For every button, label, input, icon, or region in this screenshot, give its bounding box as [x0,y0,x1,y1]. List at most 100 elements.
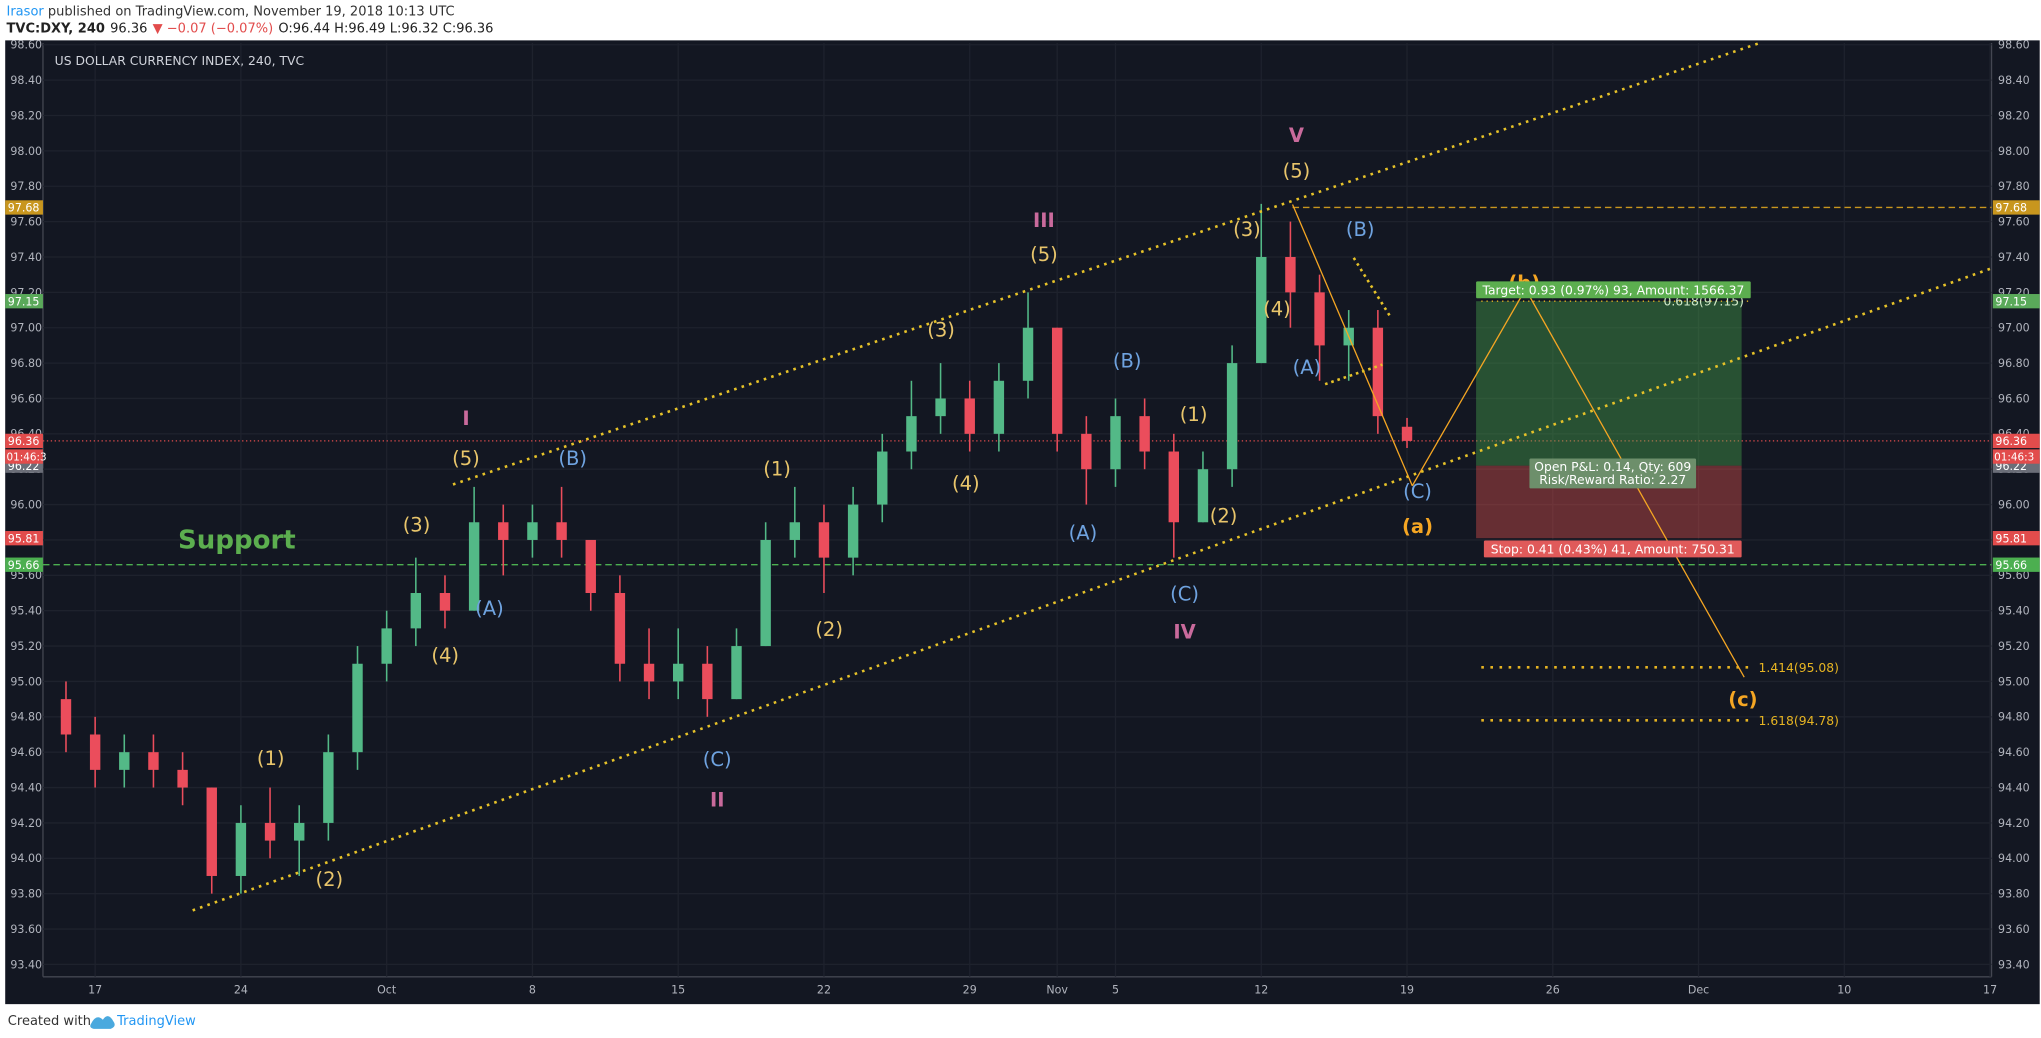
wave-label: (5) [452,447,480,470]
stop-label-box [1483,540,1742,558]
y-tick-label: 95.00 [1998,675,2030,688]
wave-label: (5) [1030,243,1058,266]
candle-body [643,663,655,682]
x-tick-label: 24 [234,984,248,997]
price-tag [1992,531,2040,546]
y-tick-label: 98.60 [10,39,42,52]
candle-body [323,752,334,823]
wave-label: (3) [927,318,955,341]
countdown-box [5,449,43,464]
wave-label: (c) [1728,688,1757,711]
candle-body [264,822,276,841]
candle-body [993,380,1005,434]
y-tick-label: 95.60 [1998,569,2030,582]
price-tag [1992,294,2040,309]
candle-body [789,522,801,540]
pnl-label-box [1529,458,1697,489]
candle-body [672,663,684,682]
price-tag-label: 97.15 [1995,295,2027,308]
wave-label: (4) [431,644,459,667]
wave-label: (4) [1263,297,1291,320]
y-tick-label: 94.20 [1998,817,2030,830]
y-tick-label: 93.60 [1998,923,2030,936]
candle-body [206,787,217,876]
x-tick-label: 19 [1400,984,1414,997]
price-tag [5,200,43,215]
candle-body [527,522,538,540]
wave-label: (A) [475,597,504,620]
y-tick-label: 94.80 [10,711,42,724]
price-tag-label: 95.81 [8,532,40,545]
x-tick-label: 26 [1546,984,1560,997]
y-tick-label: 93.80 [10,888,42,901]
x-tick-label: 22 [817,984,831,997]
wave-label: (4) [952,472,980,495]
fib-label: 1.618(94.78) [1759,714,1839,728]
candle-body [1197,469,1209,523]
y-tick-label: 96.60 [1998,392,2030,405]
wave-label: (C) [703,748,732,771]
y-tick-label: 97.80 [1998,180,2030,193]
x-tick-label: 15 [671,984,685,997]
candle-body [352,663,363,753]
y-tick-label: 94.20 [10,817,42,830]
created-with: Created with [8,1014,91,1029]
candle-body [1256,256,1267,364]
pnl-label-2: Risk/Reward Ratio: 2.27 [1539,473,1686,487]
price-tag [5,433,43,449]
candle-body [148,752,159,770]
x-tick-label: Dec [1688,984,1709,997]
wave-label: III [1033,209,1055,232]
y-tick-label: 95.20 [10,640,42,653]
wave-label: V [1289,124,1305,147]
y-tick-label: 94.60 [1998,746,2030,759]
x-tick-label: Nov [1046,984,1068,997]
candle-body [89,734,101,770]
candle-body [614,593,626,664]
wave-label: (1) [763,458,791,481]
price-tag-label: 96.36 [1995,435,2027,448]
last: 96.36 [110,22,147,37]
candle-body [60,699,72,735]
candle-body [294,822,305,841]
candle-body [585,539,596,594]
x-tick-label: Oct [377,984,397,997]
y-tick-label: 94.00 [1998,852,2030,865]
price-tag [1992,433,2040,449]
candle-body [731,646,742,700]
y-tick-label: 98.40 [1998,74,2030,87]
wave-label: (1) [1180,403,1208,426]
x-tick-label: 10 [1837,984,1851,997]
ohlc: O:96.44 H:96.49 L:96.32 C:96.36 [278,22,493,37]
y-tick-label: 94.80 [1998,711,2030,724]
price-tag [5,531,43,546]
candle-body [235,822,247,876]
y-tick-label: 97.00 [1998,322,2030,335]
price-tag-label: 97.68 [1995,202,2027,215]
y-tick-label: 94.00 [10,852,42,865]
candle-body [847,504,859,558]
candle-body [498,522,509,540]
price-tag [5,557,43,572]
y-tick-label: 93.80 [1998,888,2030,901]
wave-label: (a) [1402,515,1433,538]
candle-body [1314,292,1325,346]
y-tick-label: 96.00 [10,498,42,511]
target-label-box [1476,281,1751,299]
price-tag [1992,200,2040,215]
candle-body [1226,363,1238,470]
y-tick-label: 97.60 [10,216,42,229]
candle-body [1110,416,1121,470]
countdown: 01:46:3 [1994,451,2034,463]
wave-label: (1) [257,747,285,770]
y-tick-label: 98.40 [10,74,42,87]
candle-body [1139,416,1150,452]
drawing-line [1352,257,1392,318]
wave-label: (A) [1293,356,1322,379]
y-tick-label: 98.00 [1998,145,2030,158]
wave-label: IV [1173,620,1196,643]
y-tick-label: 95.00 [10,675,42,688]
fib-label: 1.414(95.08) [1759,661,1839,675]
y-tick-label: 95.40 [1998,605,2030,618]
y-tick-label: 97.40 [1998,251,2030,264]
